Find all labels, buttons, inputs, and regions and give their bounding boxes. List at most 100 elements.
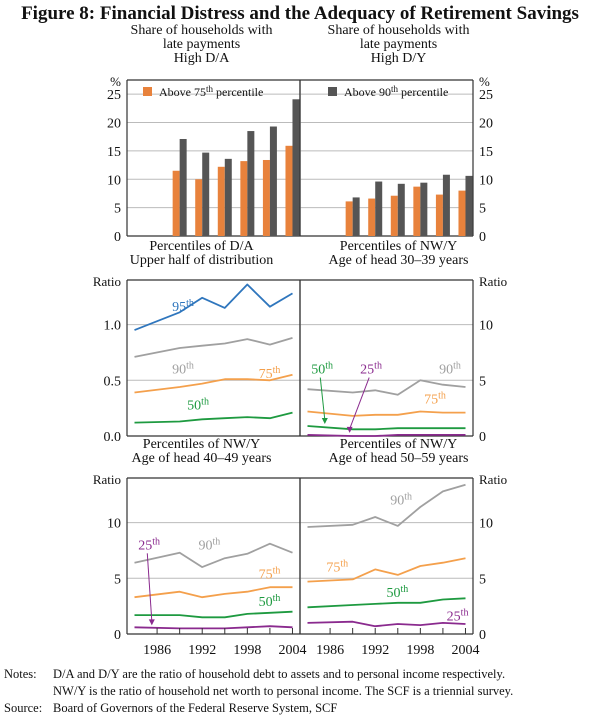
legend-swatch-late-da: [143, 87, 152, 96]
series-label-nwy-50-59-50th: 50th: [387, 584, 409, 601]
line-nwy-50-59-50th: [307, 597, 466, 609]
series-label-nwy-30-39-90th: 90th: [439, 361, 461, 378]
series-label-nwy-30-39-50th: 50th: [311, 361, 333, 378]
y-tick-label: 20: [479, 117, 493, 132]
y-tick-label: 0: [114, 230, 121, 245]
y-tick-label: 0: [479, 628, 486, 643]
bar-late-dy-2001-p90: [442, 174, 450, 236]
series-label-nwy-50-59-25th: 25th: [447, 608, 469, 625]
y-tick-label: 0: [479, 430, 486, 445]
panel-title-late-dy-1: late payments: [360, 37, 437, 52]
bar-late-da-1998-p90: [247, 131, 255, 236]
panel-title-nwy-30-39-0: Percentiles of NW/Y: [340, 239, 457, 254]
line-nwy-30-39-25th: [307, 433, 466, 437]
series-label-nwy-40-49-90th: 90th: [198, 536, 220, 553]
line-nwy-30-39-90th: [307, 379, 466, 396]
series-label-pct-da-75th: 75th: [259, 365, 281, 382]
y-tick-label: 15: [479, 145, 493, 160]
bar-late-da-1989-p90: [179, 138, 187, 236]
bar-late-dy-2001-p75: [435, 194, 443, 236]
source-label: Source:: [4, 701, 43, 715]
bar-late-dy-1992-p75: [368, 198, 376, 236]
series-label-nwy-40-49-25th: 25th: [138, 536, 160, 553]
x-tick-label: 1992: [188, 643, 216, 658]
panel-title-pct-da-0: Percentiles of D/A: [149, 239, 254, 254]
notes-continued: NW/Y is the ratio of household net worth…: [4, 683, 513, 700]
bar-late-da-1989-p75: [172, 170, 180, 236]
arrow-nwy-40-49-25th: [146, 553, 153, 622]
y-tick-label: 20: [107, 117, 121, 132]
panel-title-pct-da-1: Upper half of distribution: [130, 253, 273, 268]
panel-title-late-da-2: High D/A: [174, 51, 231, 66]
panel-title-late-dy-2: High D/Y: [371, 51, 427, 66]
bar-late-da-1992-p90: [202, 152, 210, 236]
y-tick-label: 0: [114, 628, 121, 643]
line-nwy-40-49-90th: [134, 542, 293, 568]
arrow-nwy-30-39-50th: [319, 377, 326, 421]
line-nwy-40-49-75th: [134, 586, 293, 599]
bar-late-da-2001-p75: [262, 159, 270, 236]
y-axis-label: Ratio: [479, 472, 507, 487]
line-nwy-50-59-90th: [307, 483, 466, 528]
notes-label: Notes:: [4, 667, 37, 681]
series-label-nwy-50-59-75th: 75th: [326, 559, 348, 576]
x-tick-label: 1998: [406, 643, 434, 658]
line-nwy-40-49-50th: [134, 610, 293, 619]
panel-title-late-da-1: late payments: [163, 37, 240, 52]
bar-late-da-2004-p90: [292, 99, 300, 237]
bar-late-da-1992-p75: [195, 179, 203, 236]
y-tick-label: 5: [479, 374, 486, 389]
arrow-nwy-30-39-25th: [349, 377, 370, 430]
panel-title-nwy-40-49-1: Age of head 40–49 years: [132, 451, 272, 466]
y-tick-label: 25: [107, 88, 121, 103]
series-label-nwy-30-39-25th: 25th: [360, 361, 382, 378]
legend-label-late-da: Above 75th percentile: [159, 84, 263, 99]
source: Source: Board of Governors of the Federal…: [4, 700, 337, 717]
series-label-nwy-40-49-50th: 50th: [259, 593, 281, 610]
panel-title-nwy-50-59-0: Percentiles of NW/Y: [340, 437, 457, 452]
y-tick-label: 5: [479, 202, 486, 217]
line-pct-da-75th: [134, 373, 293, 394]
y-axis-label: %: [110, 74, 121, 89]
source-text: Board of Governors of the Federal Reserv…: [53, 701, 338, 715]
arrowhead-nwy-40-49-25th: [148, 619, 155, 626]
line-nwy-40-49-25th: [134, 625, 293, 630]
series-label-nwy-40-49-75th: 75th: [259, 565, 281, 582]
series-label-pct-da-90th: 90th: [172, 361, 194, 378]
legend-label-late-dy: Above 90th percentile: [344, 84, 448, 99]
y-tick-label: 5: [114, 202, 121, 217]
y-tick-label: 25: [479, 88, 493, 103]
y-tick-label: 10: [479, 319, 493, 334]
notes-line-1: D/A and D/Y are the ratio of household d…: [53, 667, 506, 681]
bar-late-dy-1992-p90: [375, 181, 383, 236]
bar-late-dy-2004-p90: [465, 175, 473, 236]
y-tick-label: 0.5: [104, 374, 122, 389]
line-pct-da-90th: [134, 337, 293, 358]
panel-title-nwy-40-49-0: Percentiles of NW/Y: [143, 437, 260, 452]
y-tick-label: 0: [479, 230, 486, 245]
notes: Notes: D/A and D/Y are the ratio of house…: [4, 666, 505, 683]
panel-title-nwy-30-39-1: Age of head 30–39 years: [329, 253, 469, 268]
bar-late-da-2004-p75: [285, 145, 293, 236]
series-label-nwy-30-39-75th: 75th: [424, 391, 446, 408]
y-tick-label: 1.0: [104, 319, 122, 334]
bar-late-dy-1989-p75: [345, 201, 353, 236]
y-tick-label: 15: [107, 145, 121, 160]
y-axis-label: Ratio: [93, 274, 121, 289]
bar-late-da-1995-p90: [224, 158, 232, 236]
x-tick-label: 1992: [361, 643, 389, 658]
y-axis-label: %: [479, 74, 490, 89]
line-pct-da-50th: [134, 411, 293, 424]
series-label-pct-da-50th: 50th: [187, 396, 209, 413]
bar-late-dy-1995-p75: [390, 195, 398, 236]
y-tick-label: 10: [107, 173, 121, 188]
y-tick-label: 5: [114, 572, 121, 587]
panel-title-late-da-0: Share of households with: [131, 23, 273, 38]
y-axis-label: Ratio: [93, 472, 121, 487]
x-tick-label: 2004: [278, 643, 306, 658]
panel-title-nwy-50-59-1: Age of head 50–59 years: [329, 451, 469, 466]
x-tick-label: 1986: [316, 643, 344, 658]
y-tick-label: 10: [107, 517, 121, 532]
bar-late-dy-1998-p90: [420, 182, 428, 236]
